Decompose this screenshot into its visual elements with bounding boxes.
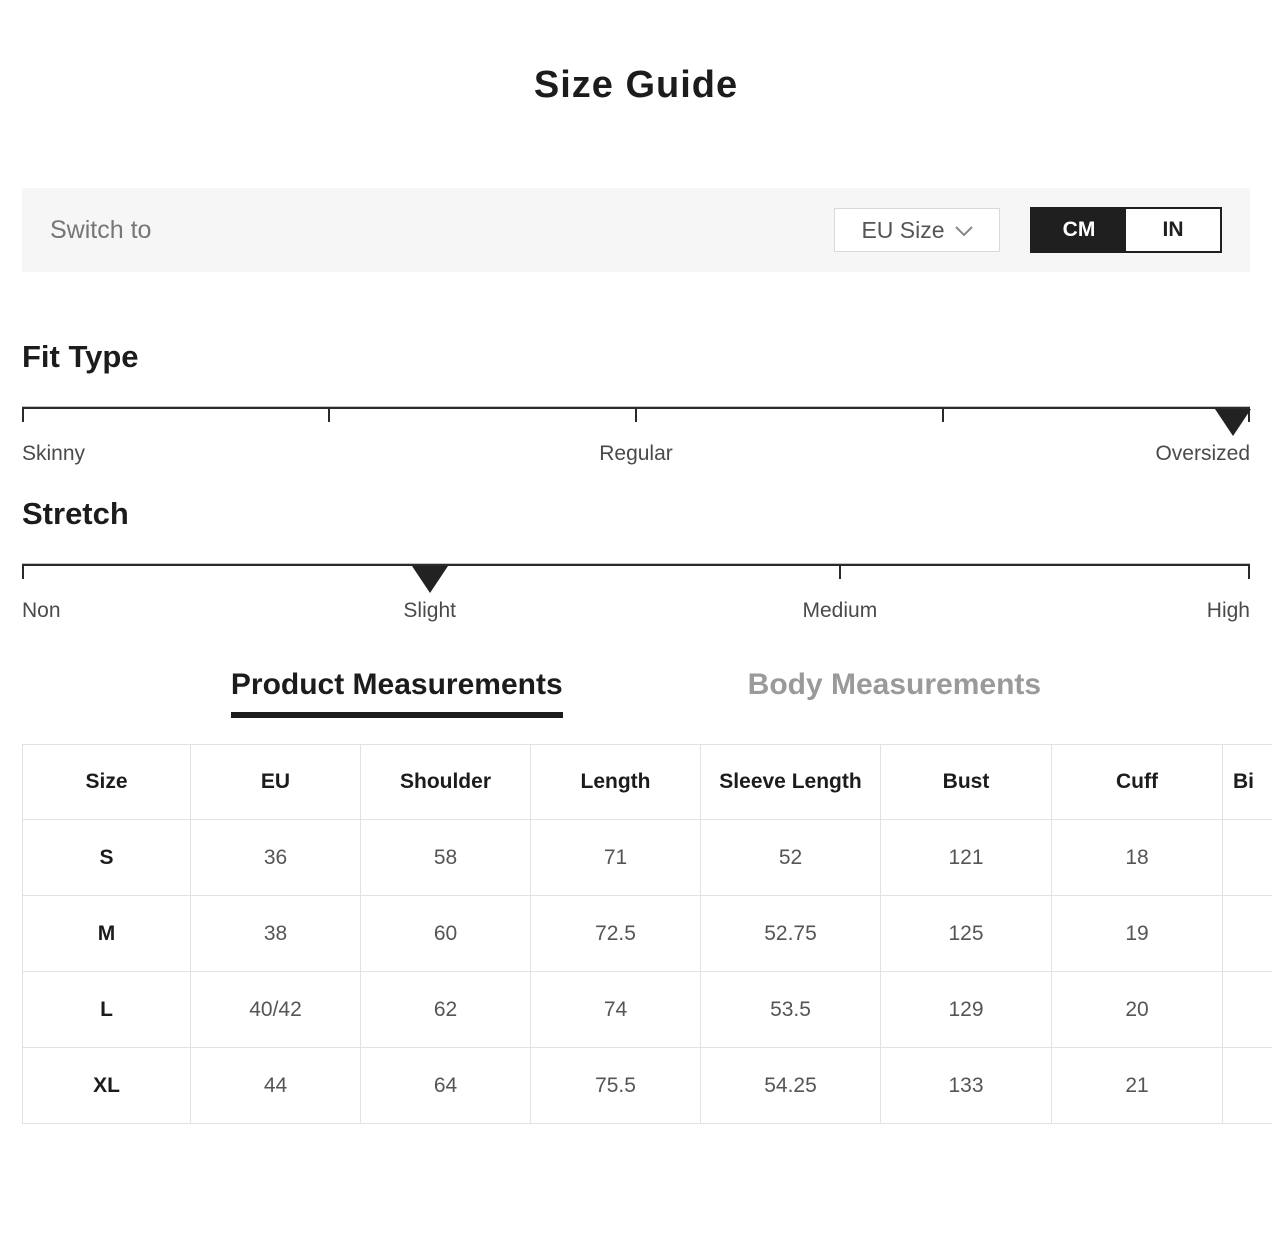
chevron-down-icon bbox=[955, 226, 973, 237]
slider-label-regular: Regular bbox=[599, 441, 673, 467]
table-cell bbox=[1223, 1048, 1272, 1124]
column-header-shoulder: Shoulder bbox=[361, 745, 531, 820]
table-cell: 38 bbox=[191, 896, 361, 972]
slider-labels: Skinny Regular Oversized bbox=[22, 441, 1250, 467]
slider-tick bbox=[635, 409, 637, 422]
table-cell bbox=[1223, 896, 1272, 972]
slider-tick bbox=[22, 566, 24, 579]
unit-toggle-in[interactable]: IN bbox=[1126, 209, 1220, 251]
table-cell: 125 bbox=[881, 896, 1052, 972]
slider-tick bbox=[328, 409, 330, 422]
slider-tick bbox=[942, 409, 944, 422]
table-cell: 121 bbox=[881, 820, 1052, 896]
size-system-value: EU Size bbox=[861, 217, 944, 244]
slider-label-oversized: Oversized bbox=[1155, 441, 1250, 467]
column-header-cuff: Cuff bbox=[1052, 745, 1223, 820]
table-cell: 62 bbox=[361, 972, 531, 1048]
table-cell: 58 bbox=[361, 820, 531, 896]
slider-label-high: High bbox=[1207, 598, 1250, 624]
table-cell: 40/42 bbox=[191, 972, 361, 1048]
column-header-bust: Bust bbox=[881, 745, 1052, 820]
slider-tick bbox=[1248, 566, 1250, 579]
slider-label-skinny: Skinny bbox=[22, 441, 85, 467]
tab-product-measurements[interactable]: Product Measurements bbox=[231, 668, 563, 718]
column-header-length: Length bbox=[531, 745, 701, 820]
slider-track bbox=[22, 563, 1250, 566]
table-cell: 18 bbox=[1052, 820, 1223, 896]
table-cell: 19 bbox=[1052, 896, 1223, 972]
slider-track bbox=[22, 406, 1250, 409]
table-cell: 74 bbox=[531, 972, 701, 1048]
table-cell: 64 bbox=[361, 1048, 531, 1124]
table-cell: 133 bbox=[881, 1048, 1052, 1124]
size-cell: XL bbox=[23, 1048, 191, 1124]
table-cell: 71 bbox=[531, 820, 701, 896]
slider-stretch: Stretch Non Slight Medium High bbox=[22, 495, 1250, 624]
triangle-marker-icon bbox=[1215, 409, 1251, 436]
unit-toggle-cm[interactable]: CM bbox=[1032, 209, 1126, 251]
column-header-eu: EU bbox=[191, 745, 361, 820]
slider-tick bbox=[22, 409, 24, 422]
table-cell: 60 bbox=[361, 896, 531, 972]
table-cell: 36 bbox=[191, 820, 361, 896]
table-cell bbox=[1223, 820, 1272, 896]
table-cell: 75.5 bbox=[531, 1048, 701, 1124]
table-cell: 53.5 bbox=[701, 972, 881, 1048]
table-cell bbox=[1223, 972, 1272, 1048]
slider-labels: Non Slight Medium High bbox=[22, 598, 1250, 624]
column-header-sleeve-length: Sleeve Length bbox=[701, 745, 881, 820]
column-header-bi: Bi bbox=[1223, 745, 1272, 820]
triangle-marker-icon bbox=[412, 566, 448, 593]
attribute-sliders: Fit Type Skinny Regular Oversized Stretch Non… bbox=[22, 338, 1250, 624]
slider-label-medium: Medium bbox=[802, 598, 877, 624]
slider-label-slight: Slight bbox=[403, 598, 456, 624]
tab-body-measurements[interactable]: Body Measurements bbox=[748, 668, 1041, 718]
table-cell: 20 bbox=[1052, 972, 1223, 1048]
size-cell: L bbox=[23, 972, 191, 1048]
switch-to-label: Switch to bbox=[50, 216, 151, 245]
table-cell: 54.25 bbox=[701, 1048, 881, 1124]
table-cell: 52 bbox=[701, 820, 881, 896]
measurement-tabs: Product Measurements Body Measurements bbox=[0, 668, 1272, 718]
page-title: Size Guide bbox=[0, 62, 1272, 108]
size-cell: M bbox=[23, 896, 191, 972]
table-cell: 129 bbox=[881, 972, 1052, 1048]
table-cell: 44 bbox=[191, 1048, 361, 1124]
slider-title: Fit Type bbox=[22, 338, 1250, 376]
slider-title: Stretch bbox=[22, 495, 1250, 533]
size-cell: S bbox=[23, 820, 191, 896]
slider-label-non: Non bbox=[22, 598, 61, 624]
table-cell: 21 bbox=[1052, 1048, 1223, 1124]
slider-tick bbox=[839, 566, 841, 579]
column-header-size: Size bbox=[23, 745, 191, 820]
slider-fit-type: Fit Type Skinny Regular Oversized bbox=[22, 338, 1250, 467]
size-system-dropdown[interactable]: EU Size bbox=[834, 208, 1000, 252]
table-cell: 52.75 bbox=[701, 896, 881, 972]
table-cell: 72.5 bbox=[531, 896, 701, 972]
